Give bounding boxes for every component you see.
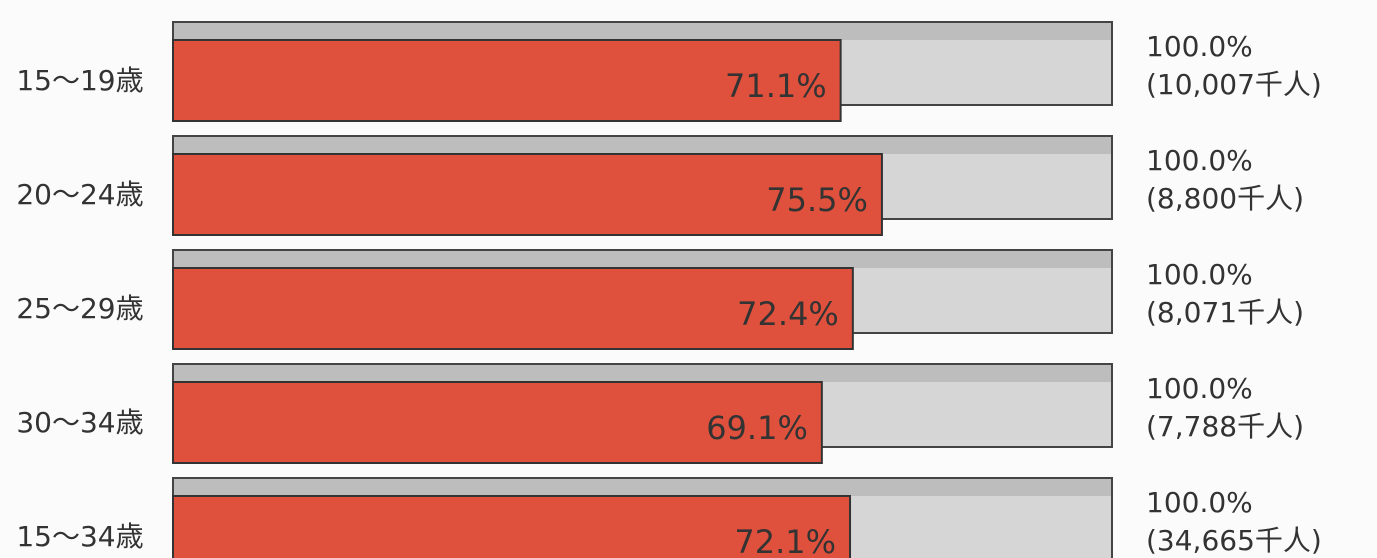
total-percent: 100.0% [1146,258,1253,291]
category-label: 25～29歳 [16,292,143,325]
value-label: 75.5% [766,181,868,219]
total-count: (34,665千人) [1146,524,1322,557]
bar [172,495,852,558]
category-label: 20～24歳 [16,178,143,211]
background-stripe [174,365,1111,382]
bar [172,39,842,122]
value-label: 72.1% [734,523,836,558]
value-label: 72.4% [737,295,839,333]
background-stripe [174,137,1111,154]
total-percent: 100.0% [1146,486,1253,519]
total-percent: 100.0% [1146,144,1253,177]
category-label: 30～34歳 [16,406,143,439]
value-label: 71.1% [725,67,827,105]
category-label: 15～34歳 [16,520,143,553]
background-stripe [174,251,1111,268]
total-percent: 100.0% [1146,372,1253,405]
background-stripe [174,479,1111,496]
total-count: (7,788千人) [1146,410,1304,443]
bar [172,267,854,350]
value-label: 69.1% [706,409,808,447]
bar [172,153,883,236]
background-stripe [174,23,1111,40]
total-count: (8,071千人) [1146,296,1304,329]
total-count: (8,800千人) [1146,182,1304,215]
total-percent: 100.0% [1146,30,1253,63]
category-label: 15～19歳 [16,64,143,97]
bar [172,381,823,464]
total-count: (10,007千人) [1146,68,1322,101]
